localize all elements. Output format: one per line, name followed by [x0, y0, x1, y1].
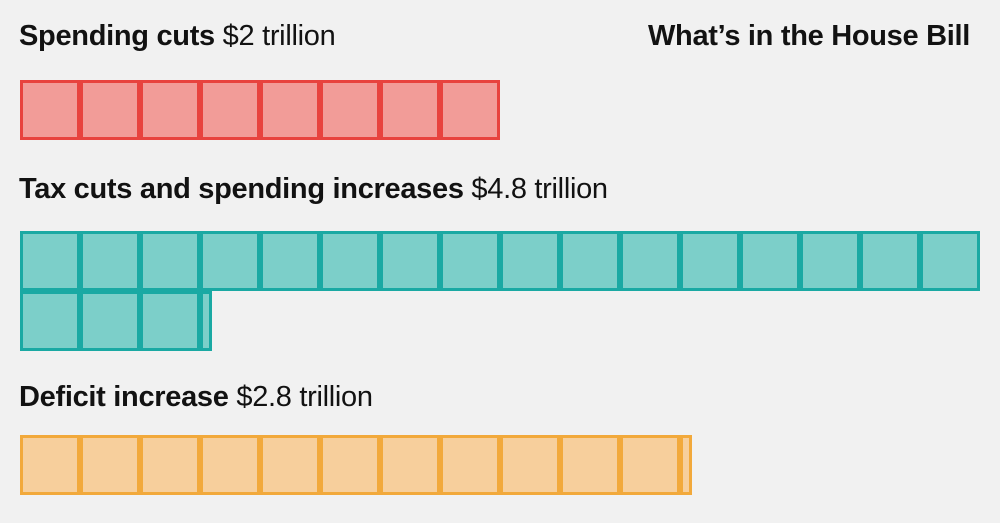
deficit-increase-square	[680, 435, 692, 495]
tax-cuts-square	[380, 231, 440, 291]
deficit-increase-square	[200, 435, 260, 495]
spending-cuts-name: Spending cuts	[19, 20, 215, 52]
chart-title: What’s in the House Bill	[647, 20, 970, 52]
spending-cuts-square	[140, 80, 200, 140]
tax-cuts-square	[560, 231, 620, 291]
spending-cuts-label: Spending cuts $2 trillion	[19, 20, 336, 53]
spending-cuts-square	[440, 80, 500, 140]
tax-cuts-square	[20, 231, 80, 291]
spending-cuts-square	[20, 80, 80, 140]
tax-cuts-square	[800, 231, 860, 291]
tax-cuts-square	[200, 231, 260, 291]
tax-cuts-square	[80, 231, 140, 291]
deficit-increase-square	[140, 435, 200, 495]
deficit-increase-squares	[20, 435, 692, 495]
tax-cuts-square	[440, 231, 500, 291]
tax-cuts-square	[140, 231, 200, 291]
tax-cuts-square	[140, 291, 200, 351]
tax-cuts-square	[80, 291, 140, 351]
tax-cuts-square	[500, 231, 560, 291]
spending-cuts-square	[320, 80, 380, 140]
tax-cuts-name: Tax cuts and spending increases	[19, 173, 464, 205]
deficit-increase-square	[20, 435, 80, 495]
tax-cuts-square	[920, 231, 980, 291]
tax-cuts-square	[680, 231, 740, 291]
tax-cuts-square	[200, 291, 212, 351]
deficit-increase-square	[620, 435, 680, 495]
deficit-increase-amount: $2.8 trillion	[236, 381, 373, 413]
deficit-increase-square	[320, 435, 380, 495]
deficit-increase-square	[380, 435, 440, 495]
tax-cuts-square	[740, 231, 800, 291]
tax-cuts-square	[20, 291, 80, 351]
tax-cuts-square	[860, 231, 920, 291]
spending-cuts-square	[260, 80, 320, 140]
spending-cuts-squares	[20, 80, 500, 140]
tax-cuts-squares	[20, 231, 980, 351]
deficit-increase-square	[440, 435, 500, 495]
tax-cuts-square	[320, 231, 380, 291]
deficit-increase-square	[260, 435, 320, 495]
deficit-increase-square	[560, 435, 620, 495]
deficit-increase-name: Deficit increase	[19, 381, 229, 413]
tax-cuts-amount: $4.8 trillion	[471, 173, 608, 205]
deficit-increase-square	[80, 435, 140, 495]
spending-cuts-square	[380, 80, 440, 140]
deficit-increase-square	[500, 435, 560, 495]
tax-cuts-label: Tax cuts and spending increases $4.8 tri…	[19, 173, 608, 206]
tax-cuts-square	[260, 231, 320, 291]
spending-cuts-square	[200, 80, 260, 140]
deficit-increase-label: Deficit increase $2.8 trillion	[19, 381, 373, 414]
spending-cuts-amount: $2 trillion	[222, 20, 336, 52]
tax-cuts-square	[620, 231, 680, 291]
spending-cuts-square	[80, 80, 140, 140]
